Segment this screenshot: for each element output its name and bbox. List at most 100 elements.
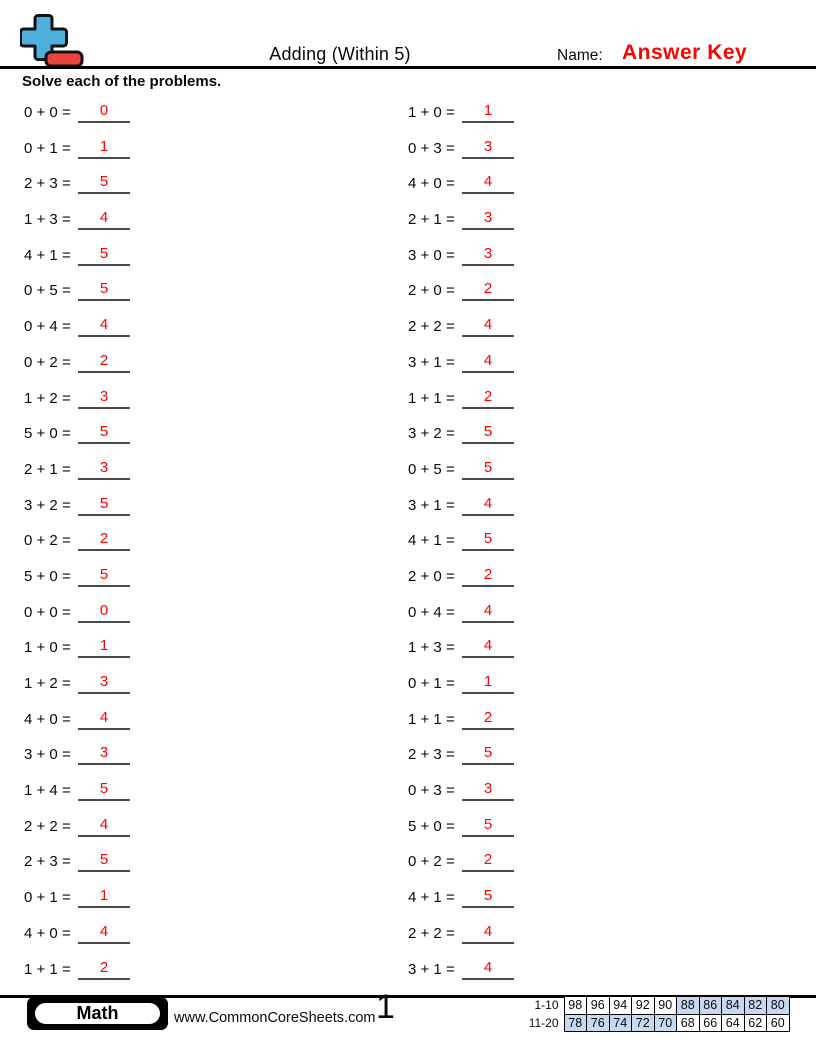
problem-expression: 4 + 1 = [408, 532, 455, 550]
answer-blank: 3 [78, 457, 130, 480]
answer-blank: 4 [78, 814, 130, 837]
problem-row: 0 + 2 = 2 [24, 346, 384, 382]
problem-expression: 0 + 4 = [408, 603, 455, 621]
problem-expression: 2 + 2 = [408, 924, 455, 942]
score-cell: 86 [698, 996, 722, 1015]
name-value-answer-key: Answer Key [622, 41, 748, 64]
score-cell: 80 [766, 996, 790, 1015]
answer-value: 0 [99, 102, 109, 119]
problem-row: 2 + 2 = 4 [408, 917, 768, 953]
answer-blank: 4 [78, 921, 130, 944]
problem-expression: 0 + 0 = [24, 603, 71, 621]
answer-value: 3 [99, 387, 109, 405]
problem-expression: 3 + 1 = [408, 960, 455, 978]
answer-value: 3 [483, 137, 493, 155]
answer-blank: 4 [462, 600, 514, 623]
answer-blank: 2 [462, 278, 514, 302]
problem-row: 1 + 0 = 1 [24, 631, 384, 667]
problem-row: 4 + 1 = 5 [408, 524, 768, 560]
problem-row: 1 + 1 = 2 [408, 382, 768, 418]
answer-value: 5 [99, 173, 109, 191]
answer-blank: 4 [462, 171, 514, 195]
answer-blank: 5 [78, 278, 130, 302]
problem-row: 0 + 1 = 1 [24, 132, 384, 168]
answer-blank: 4 [78, 207, 130, 231]
problem-expression: 2 + 1 = [408, 211, 455, 229]
problem-expression: 2 + 3 = [24, 853, 71, 871]
problem-row: 0 + 0 = 0 [24, 96, 384, 132]
score-cell: 76 [586, 1013, 610, 1032]
score-cell: 96 [586, 996, 610, 1015]
problem-expression: 4 + 1 = [24, 246, 71, 264]
answer-blank: 5 [78, 564, 130, 587]
answer-value: 2 [99, 351, 109, 369]
answer-blank: 4 [462, 635, 514, 659]
problem-expression: 3 + 1 = [408, 496, 455, 514]
problem-expression: 4 + 1 = [408, 889, 455, 907]
answer-blank: 4 [462, 957, 514, 980]
problem-expression: 4 + 0 = [408, 175, 455, 193]
answer-blank: 3 [462, 207, 514, 231]
answer-blank: 5 [78, 243, 130, 266]
problem-expression: 2 + 2 = [24, 817, 71, 835]
problem-expression: 3 + 0 = [408, 246, 455, 264]
answer-value: 4 [483, 922, 493, 940]
answer-value: 0 [99, 601, 109, 619]
answer-value: 4 [99, 815, 109, 833]
score-cell: 62 [743, 1013, 767, 1032]
answer-blank: 1 [78, 136, 130, 159]
problem-row: 0 + 3 = 3 [408, 774, 768, 810]
answer-value: 4 [483, 637, 493, 655]
answer-value: 5 [483, 744, 493, 762]
score-cell: 84 [721, 996, 745, 1015]
problem-row: 2 + 2 = 4 [24, 810, 384, 846]
problem-expression: 2 + 1 = [24, 460, 71, 478]
answer-value: 5 [483, 887, 493, 905]
answer-blank: 5 [78, 421, 130, 445]
problem-row: 0 + 4 = 4 [408, 596, 768, 632]
problem-row: 0 + 3 = 3 [408, 132, 768, 168]
answer-value: 1 [483, 102, 493, 119]
answer-blank: 0 [78, 100, 130, 123]
answer-value: 5 [483, 423, 493, 441]
answer-value: 3 [483, 209, 493, 227]
problem-row: 1 + 1 = 2 [408, 703, 768, 739]
score-cell: 94 [608, 996, 632, 1015]
problem-row: 1 + 2 = 3 [24, 382, 384, 418]
problem-row: 4 + 0 = 4 [408, 167, 768, 203]
problem-row: 3 + 0 = 3 [408, 239, 768, 275]
answer-value: 5 [483, 815, 493, 833]
problem-expression: 2 + 0 = [408, 282, 455, 300]
answer-blank: 5 [462, 885, 514, 909]
answer-blank: 5 [78, 493, 130, 516]
problem-expression: 5 + 0 = [24, 567, 71, 585]
answer-blank: 3 [462, 136, 514, 159]
answer-blank: 5 [462, 814, 514, 837]
problem-expression: 1 + 3 = [408, 639, 455, 657]
problem-row: 1 + 0 = 1 [408, 96, 768, 132]
problem-expression: 5 + 0 = [408, 817, 455, 835]
answer-blank: 4 [78, 707, 130, 730]
problem-row: 2 + 3 = 5 [408, 738, 768, 774]
score-row: 1-10 98 96 94 92 90 88 86 84 82 80 [528, 996, 790, 1015]
score-cell: 92 [631, 996, 655, 1015]
answer-value: 5 [99, 244, 109, 262]
problem-expression: 0 + 0 = [24, 104, 71, 121]
answer-value: 4 [99, 316, 109, 334]
subject-badge: Math [27, 997, 168, 1030]
problem-row: 0 + 4 = 4 [24, 310, 384, 346]
problem-expression: 1 + 3 = [24, 211, 71, 229]
answer-value: 4 [483, 958, 493, 976]
answer-blank: 5 [78, 778, 130, 802]
answer-value: 1 [99, 887, 109, 905]
score-cell: 66 [698, 1013, 722, 1032]
instructions-text: Solve each of the problems. [22, 73, 222, 90]
answer-value: 2 [483, 851, 493, 869]
problem-expression: 1 + 4 = [24, 782, 71, 800]
answer-blank: 2 [78, 528, 130, 552]
problem-expression: 0 + 1 = [24, 889, 71, 907]
answer-value: 2 [483, 280, 493, 298]
problem-row: 5 + 0 = 5 [24, 560, 384, 596]
answer-blank: 2 [462, 564, 514, 587]
answer-value: 5 [483, 530, 493, 548]
